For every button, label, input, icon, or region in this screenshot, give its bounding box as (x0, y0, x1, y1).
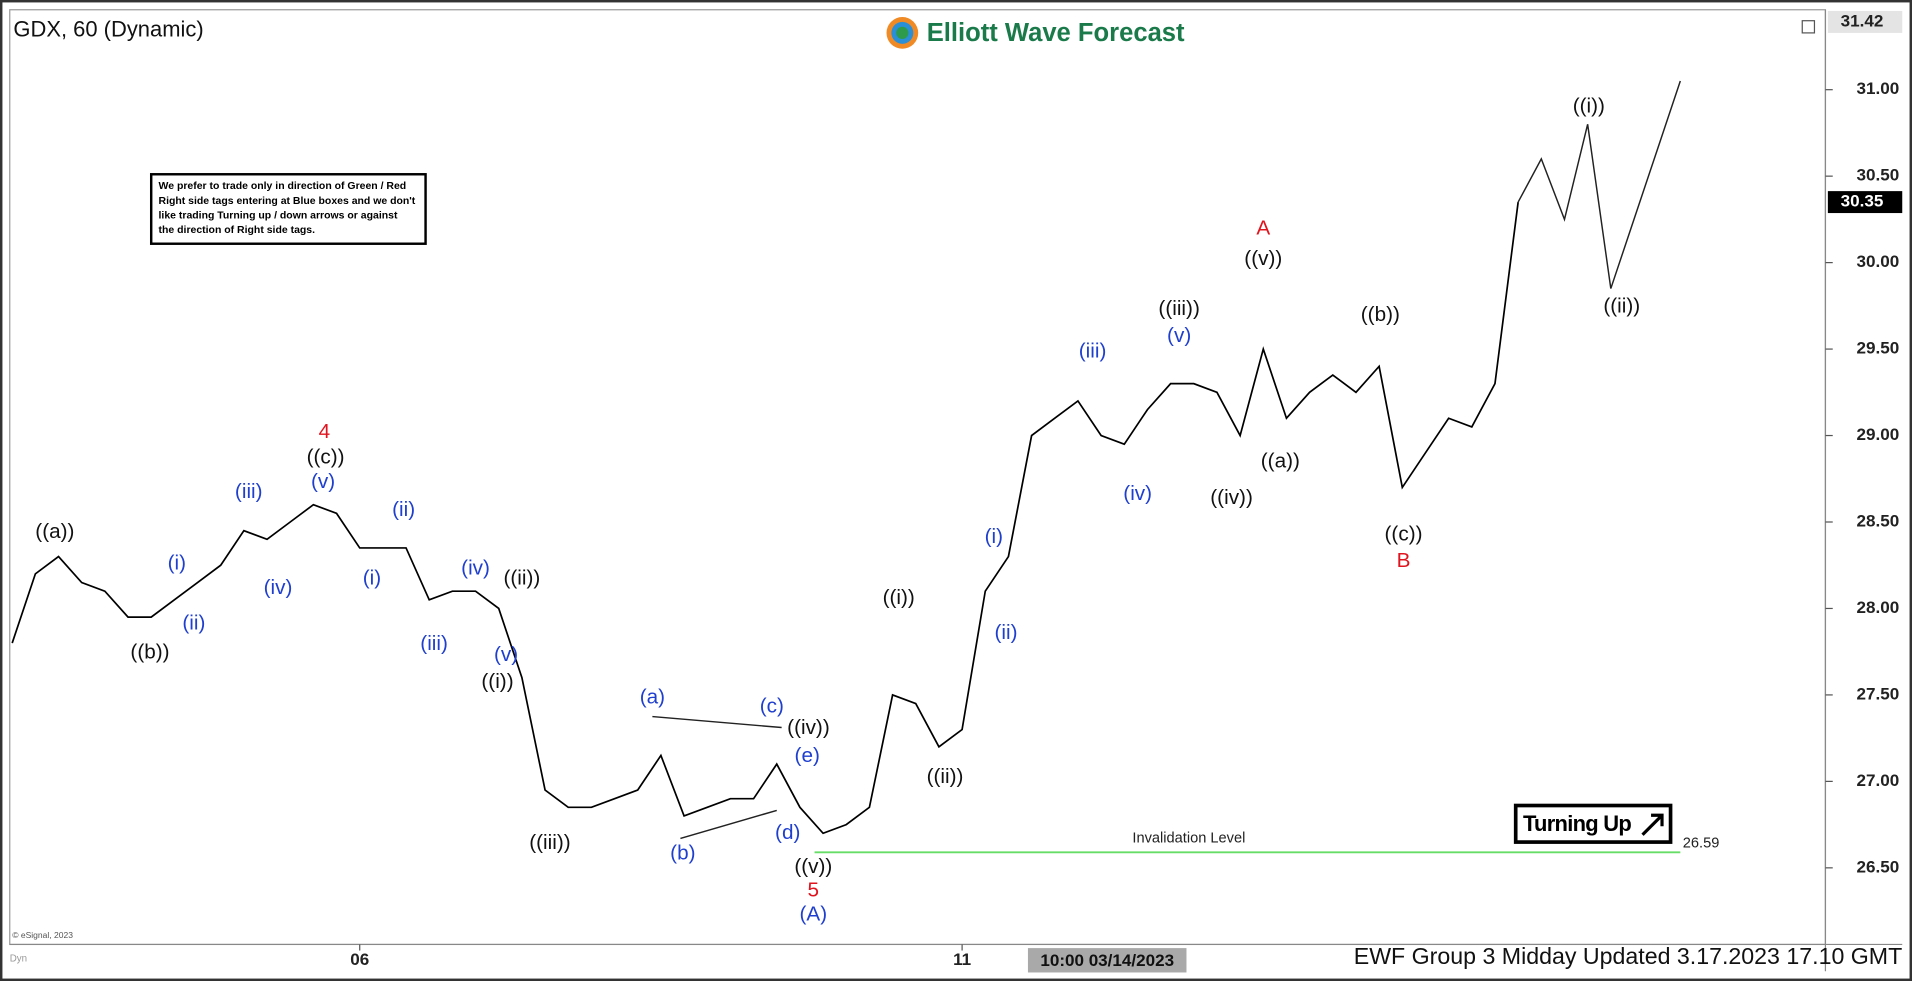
wave-label: A (1256, 217, 1270, 240)
y-tick-label: 30.50 (1857, 166, 1900, 185)
wave-label: ((b)) (1361, 303, 1400, 326)
wave-label: ((ii)) (927, 765, 964, 788)
wave-label: (c) (760, 694, 784, 717)
wave-label: (i) (363, 566, 381, 589)
note-line: the direction of Right side tags. (159, 225, 316, 236)
wave-label: (iii) (420, 632, 448, 655)
wave-label: (A) (800, 903, 828, 926)
y-tick-label: 31.00 (1857, 79, 1900, 98)
footer: EWF Group 3 Midday Updated 3.17.2023 17.… (1354, 943, 1902, 969)
wave-label: ((i)) (1573, 95, 1605, 118)
wave-label: (ii) (994, 621, 1017, 644)
brand-logo: Elliott Wave Forecast (886, 17, 1185, 49)
wave-label: ((ii)) (503, 566, 540, 589)
wave-label: ((ii)) (1603, 295, 1640, 318)
y-tick-label: 26.50 (1857, 857, 1900, 876)
wave-label: (v) (311, 470, 335, 493)
wave-label: ((iii)) (1158, 297, 1199, 320)
last-price-box (1827, 191, 1903, 214)
x-tick-label: 06 (350, 950, 369, 969)
wave-label: ((i)) (481, 670, 513, 693)
note-line: like trading Turning up / down arrows or… (159, 210, 398, 221)
wave-label: ((i)) (883, 586, 915, 609)
wave-label: B (1397, 549, 1411, 572)
triangle-line (652, 715, 782, 729)
wave-label: (i) (985, 525, 1003, 548)
range-top-label: 31.42 (1841, 11, 1884, 30)
invalidation-value: 26.59 (1683, 836, 1720, 852)
x-tick-label: 11 (953, 950, 971, 969)
invalidation-label: Invalidation Level (1132, 831, 1245, 847)
wave-label: (iv) (1123, 482, 1152, 505)
wave-label: ((iv)) (787, 716, 830, 739)
wave-label: ((c)) (1385, 522, 1423, 545)
y-tick-label: 27.50 (1857, 684, 1900, 703)
projection-line (1517, 80, 1682, 289)
wave-label: (iii) (1079, 340, 1107, 363)
y-tick-label: 29.00 (1857, 425, 1900, 444)
wave-label: ((iii)) (529, 831, 570, 854)
wave-label: (ii) (182, 611, 205, 634)
triangle-line (680, 809, 777, 840)
note-line: We prefer to trade only in direction of … (159, 181, 407, 192)
wave-label: ((c)) (307, 446, 345, 469)
wave-label: 5 (808, 878, 820, 901)
wave-label: 4 (319, 420, 331, 443)
wave-label: ((a)) (35, 520, 74, 543)
triangle (652, 715, 782, 840)
wave-label: (b) (670, 842, 695, 865)
wave-label: ((b)) (130, 641, 169, 664)
y-tick-label: 28.50 (1857, 512, 1900, 531)
wave-label: (d) (775, 821, 800, 844)
y-tick-label: 30.00 (1857, 252, 1900, 271)
wave-label: (i) (168, 552, 186, 575)
cursor-time-box (1027, 948, 1187, 973)
last-price-label: 30.35 (1841, 192, 1884, 211)
logo-ring (896, 26, 909, 39)
window-icon[interactable] (1801, 20, 1816, 34)
brand-name: Elliott Wave Forecast (927, 19, 1185, 47)
wave-label: (iv) (461, 557, 490, 580)
wave-label: (v) (1167, 324, 1191, 347)
y-tick-label: 27.00 (1857, 771, 1900, 790)
wave-label: (e) (795, 744, 820, 767)
cursor-time: 10:00 03/14/2023 (1040, 951, 1174, 970)
signal-text: Turning Up (1523, 811, 1631, 836)
wave-label: ((iv)) (1210, 486, 1253, 509)
price-line (11, 201, 1519, 835)
wave-label: (v) (494, 643, 518, 666)
note-box (149, 173, 427, 245)
mode-tag: Dyn (10, 954, 27, 965)
wave-label: (ii) (392, 498, 415, 521)
copyright: © eSignal, 2023 (12, 930, 73, 940)
wave-label: ((v)) (1244, 247, 1282, 270)
range-top-box (1827, 10, 1903, 33)
signal-box (1513, 803, 1673, 844)
wave-label: ((v)) (794, 855, 832, 878)
note-line: Right side tags entering at Blue boxes a… (159, 196, 416, 207)
wave-label: (a) (640, 686, 665, 709)
y-tick-label: 28.00 (1857, 598, 1900, 617)
y-tick-label: 29.50 (1857, 339, 1900, 358)
wave-label: (iii) (235, 480, 263, 503)
wave-label: ((a)) (1261, 449, 1300, 472)
symbol-title: GDX, 60 (Dynamic) (13, 16, 203, 41)
signal-arrow (1641, 813, 1664, 836)
wave-label: (iv) (264, 576, 293, 599)
plot-area (9, 9, 1827, 946)
